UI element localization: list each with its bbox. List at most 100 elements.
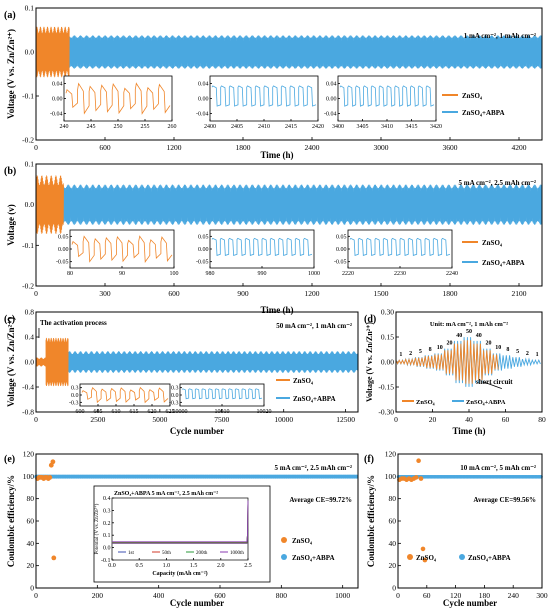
x-tick-label: 300 — [99, 289, 111, 298]
panel-c-plot: 0 2500 5000 7500 10000 12500 -0.8 -0.4 0.0 0.4 0.8… — [22, 308, 359, 424]
rate-label: 2 — [409, 351, 412, 357]
panel-a-legend: ZnSO₄ ZnSO₄+ABPA — [442, 92, 505, 117]
znso4-rate-band — [395, 340, 499, 384]
x-tick-label: 20 — [429, 415, 437, 424]
inset-x-tick-label: 2.5 — [244, 563, 252, 569]
x-tick-label: 0 — [34, 415, 38, 424]
short-circuit-arrow — [483, 381, 502, 390]
panel-b-xlabel: Time (h) — [260, 305, 293, 315]
legend-label-znso4: ZnSO₄ — [416, 399, 435, 406]
inset-c2-trace — [181, 388, 263, 400]
inset-x-tick-label: 1.5 — [190, 563, 198, 569]
znso4-ce-point — [50, 459, 56, 465]
znso4-voltage-band — [45, 337, 69, 387]
y-tick-label: 0.0 — [25, 48, 35, 57]
x-tick-label: 3000 — [374, 143, 389, 152]
y-tick-label: 0.30 — [381, 308, 394, 317]
abpa-voltage-band — [35, 35, 543, 69]
x-tick-label: 2100 — [512, 289, 527, 298]
rate-label: 20 — [447, 340, 453, 346]
inset-x-tick-label: 250 — [114, 124, 123, 130]
panel-e-ylabel: Coulombic efficiency/% — [6, 475, 16, 567]
y-tick-label: -0.15 — [378, 383, 394, 392]
panel-e-inset: ZnSO₄+ABPA 5 mA cm⁻², 2.5 mAh cm⁻² 0.0 0.5… — [93, 485, 271, 583]
inset-y-tick-label: 0.0 — [103, 546, 111, 552]
znso4-ce-point — [422, 557, 428, 563]
panel-c: (c) 0 2500 5000 7500 10000 12500-0.8-0.40.00.… — [4, 308, 359, 436]
x-tick-label: 10000 — [274, 415, 293, 424]
y-tick-label: 0.15 — [381, 333, 394, 342]
inset-x-tick-label: 3400 — [332, 124, 344, 130]
x-tick-label: 60 — [502, 415, 510, 424]
znso4-voltage-band — [35, 26, 70, 78]
rate-label: 8 — [429, 347, 432, 353]
legend-label-abpa: ZnSO₄+ABPA — [462, 109, 505, 117]
y-tick-label: 120 — [23, 450, 35, 459]
inset-y-tick-label: 0.00 — [52, 97, 63, 103]
panel-b-legend: ZnSO₄ ZnSO₄+ABPA — [462, 239, 525, 267]
panel-a: (a) 0 600 1200 1800 2400 3000 3600 4200 -0.2 -0.1… — [4, 4, 543, 160]
inset-a2-trace — [211, 85, 317, 107]
inset-y-tick-label: 0.00 — [336, 247, 347, 253]
panel-e-letter: (e) — [4, 454, 15, 465]
y-tick-label: 120 — [385, 450, 397, 459]
inset-y-tick-label: 0.04 — [52, 82, 63, 88]
legend-label-abpa: ZnSO₄+ABPA — [293, 395, 336, 403]
legend-label-znso4: ZnSO₄ — [416, 554, 437, 562]
y-tick-label: -0.2 — [22, 136, 34, 145]
inset-x-tick-label: 2400 — [204, 124, 216, 130]
panel-d-plot: 0 20 40 60 80-0.30-0.150.000.150.301 2 5 8 10204… — [378, 308, 546, 425]
panel-a-ylabel: Voltage (V vs. Zn/Zn²⁺) — [6, 29, 16, 119]
inset-y-tick-label: 0.05 — [58, 234, 69, 240]
inset-y-tick-label: -0.04 — [50, 112, 63, 118]
inset-legend-label: 50th — [162, 551, 171, 556]
panel-e-frame — [35, 453, 359, 589]
x-tick-label: 7500 — [214, 415, 229, 424]
inset-y-tick-label: -0.05 — [196, 260, 209, 266]
panel-b-condition: 5 mA cm⁻², 2.5 mAh cm⁻² — [459, 179, 537, 187]
panel-f-condition: 10 mA cm⁻², 5 mAh cm⁻² — [460, 464, 536, 472]
panel-d-legend: ZnSO₄ ZnSO₄+ABPA — [402, 399, 506, 406]
y-tick-label: 0.4 — [25, 333, 35, 342]
panel-f-legend: ZnSO₄ ZnSO₄+ABPA — [407, 554, 511, 562]
inset-x-tick-label: 2220 — [342, 271, 354, 277]
inset-b2-trace — [211, 237, 313, 256]
panel-f-frame — [397, 453, 543, 589]
inset-y-tick-label: -0.1 — [101, 558, 111, 564]
znso4-activation-band — [35, 357, 47, 367]
inset-curve-1000th — [112, 500, 249, 543]
panel-d-xlabel: Time (h) — [452, 426, 485, 436]
znso4-ce-point — [47, 475, 53, 480]
panel-c-letter: (c) — [4, 314, 15, 325]
y-tick-label: 20 — [389, 561, 397, 570]
x-tick-label: 0 — [34, 289, 38, 298]
inset-y-tick-label: 0.05 — [336, 234, 347, 240]
inset-c1-trace — [81, 386, 169, 404]
x-tick-label: 4200 — [512, 143, 527, 152]
legend-label-znso4: ZnSO₄ — [292, 537, 313, 545]
inset-x-tick-label: 2240 — [446, 271, 458, 277]
inset-y-tick-label: 0.04 — [198, 82, 209, 88]
y-tick-label: 0.1 — [25, 160, 35, 169]
panel-b: (b) 0 300 600 900 1200 1500 1800 2100 -0.2 -0.1 0.… — [4, 160, 543, 315]
x-tick-label: 60 — [423, 591, 431, 600]
rate-label: 40 — [456, 333, 462, 339]
panel-b-frame — [35, 163, 543, 287]
inset-legend-label: 1st — [128, 551, 134, 556]
inset-y-tick-label: 0.0 — [71, 393, 79, 399]
abpa-voltage-band — [35, 184, 543, 225]
legend-marker-abpa — [459, 554, 465, 560]
rate-label: 10 — [437, 345, 443, 351]
x-tick-label: 400 — [153, 591, 165, 600]
inset-x-tick-label: 990 — [258, 271, 267, 277]
inset-y-tick-label: 0.00 — [58, 247, 69, 253]
inset-x-tick-label: 1.0 — [163, 563, 171, 569]
x-tick-label: 5000 — [152, 415, 167, 424]
inset-e-ylabel: Potential (V vs. Zn/Zn²⁺) — [94, 503, 100, 554]
inset-a3-trace — [339, 85, 435, 107]
inset-y-tick-label: 0.3 — [171, 386, 179, 392]
x-tick-label: 0 — [396, 591, 400, 600]
inset-legend-label: 1000th — [230, 551, 244, 556]
rate-label: 2 — [526, 351, 529, 357]
inset-y-tick-label: 0.04 — [326, 82, 337, 88]
